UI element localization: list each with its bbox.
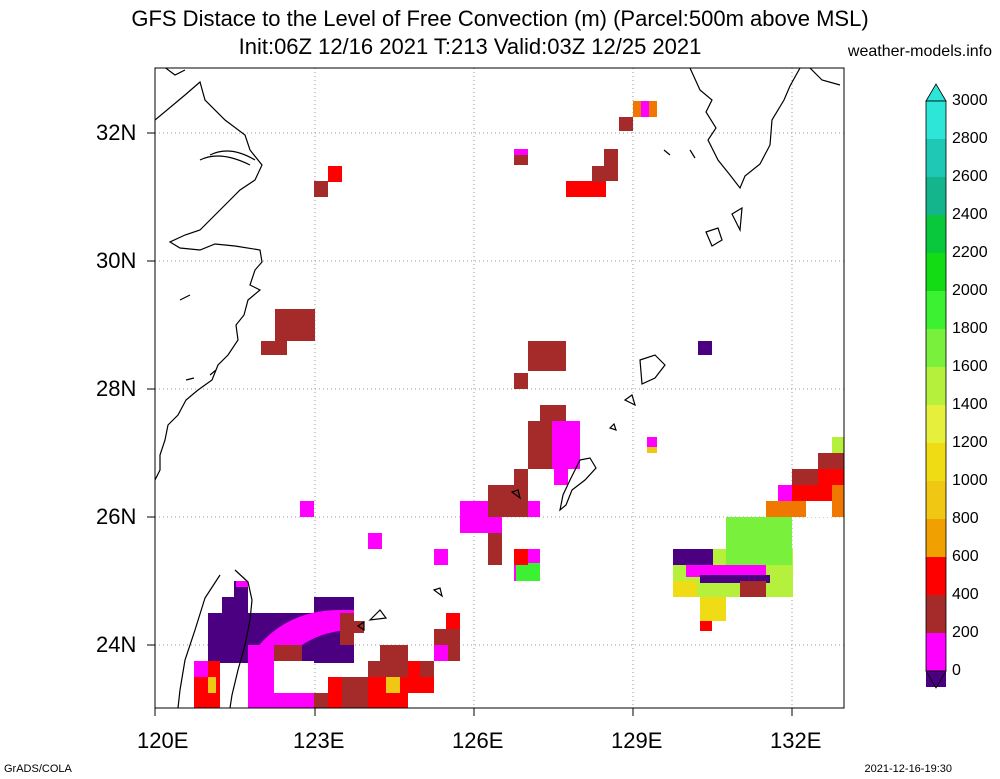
lon-label-132e: 132E (770, 728, 822, 753)
lon-label-120e: 120E (137, 728, 189, 753)
grid-lines (155, 68, 844, 708)
colorbar-label: 1200 (952, 434, 988, 451)
lon-label-123e: 123E (293, 728, 345, 753)
lat-label-26n: 26N (96, 504, 137, 529)
colorbar-label: 2600 (952, 168, 988, 185)
axis-ticks (147, 132, 793, 716)
colorbar-label: 400 (952, 586, 979, 603)
lat-label-32n: 32N (96, 120, 137, 145)
colorbar-label: 1600 (952, 358, 988, 375)
colorbar (925, 83, 947, 689)
site-credit: weather-models.info (847, 43, 992, 60)
colorbar-label: 1400 (952, 396, 988, 413)
lon-label-126e: 126E (452, 728, 504, 753)
coastlines (155, 68, 841, 708)
colorbar-label: 3000 (952, 92, 988, 109)
lat-label-28n: 28N (96, 376, 137, 401)
colorbar-label: 200 (952, 624, 979, 641)
footer-timestamp: 2021-12-16-19:30 (864, 763, 952, 775)
colorbar-label: 2800 (952, 130, 988, 147)
colorbar-label: 2000 (952, 282, 988, 299)
lat-label-30n: 30N (96, 248, 137, 273)
footer-software: GrADS/COLA (4, 763, 72, 775)
map-title: GFS Distace to the Level of Free Convect… (131, 6, 869, 31)
lat-label-24n: 24N (96, 632, 137, 657)
colorbar-label: 600 (952, 548, 979, 565)
map-subtitle: Init:06Z 12/16 2021 T:213 Valid:03Z 12/2… (238, 34, 702, 59)
lon-label-129e: 129E (611, 728, 663, 753)
colorbar-label: 2200 (952, 244, 988, 261)
colorbar-label: 1800 (952, 320, 988, 337)
colorbar-label: 800 (952, 510, 979, 527)
colorbar-label: 0 (952, 662, 961, 679)
map-area (155, 68, 844, 708)
lfc-cells (194, 101, 844, 708)
colorbar-label: 1000 (952, 472, 988, 489)
map-frame (154, 67, 845, 709)
colorbar-label: 2400 (952, 206, 988, 223)
